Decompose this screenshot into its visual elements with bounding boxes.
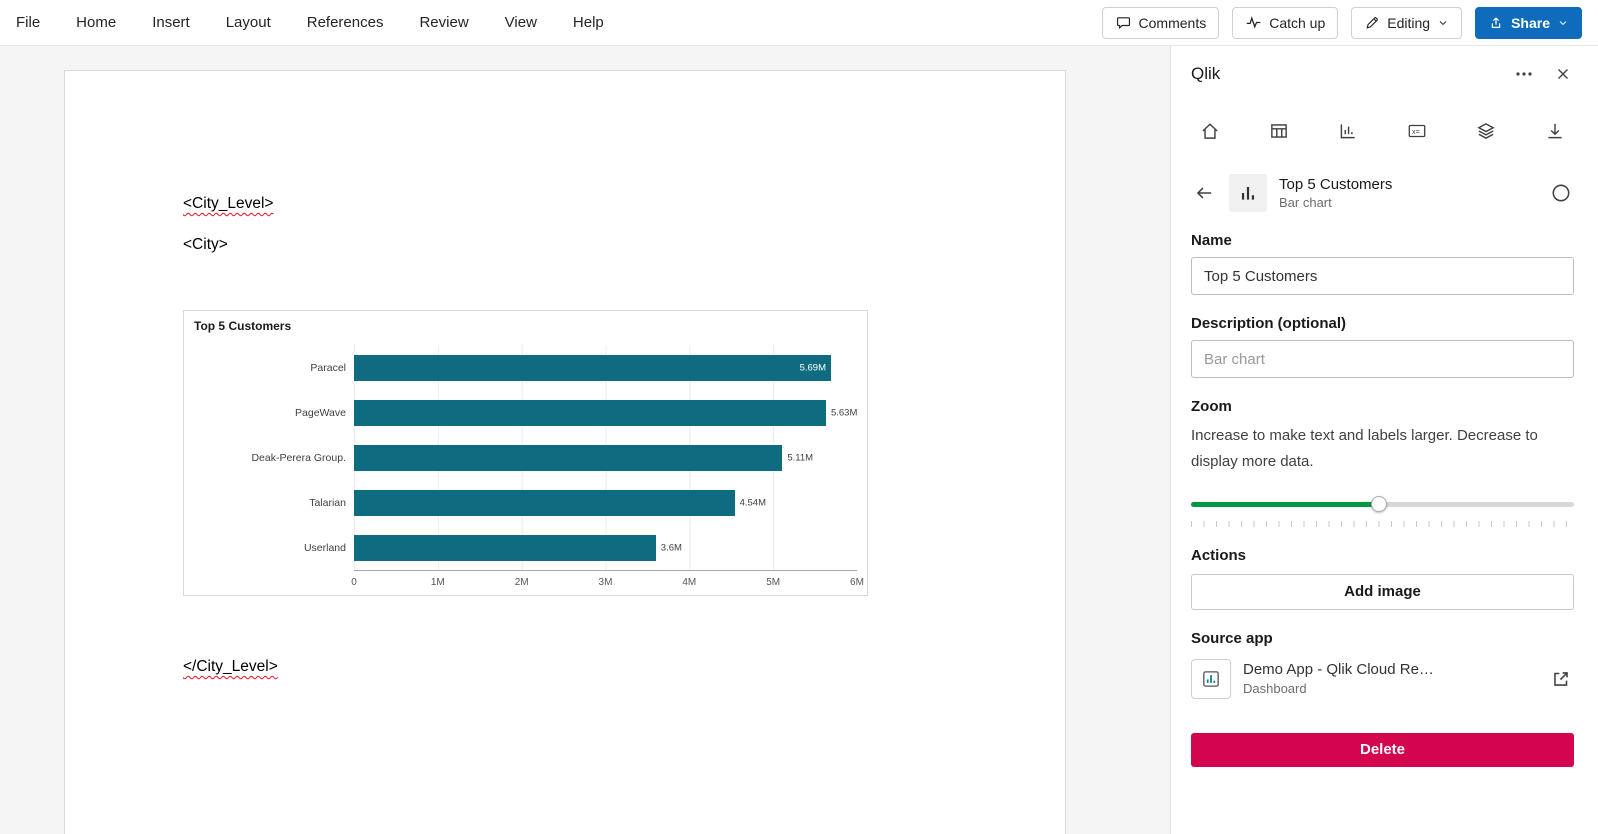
- document-canvas: <City_Level> <City> Top 5 Customers Para…: [0, 46, 1170, 834]
- chart-axis-tick: 5M: [766, 577, 781, 589]
- chart-title: Top 5 Customers: [194, 319, 292, 334]
- more-options-icon[interactable]: [1512, 62, 1536, 86]
- chart-plot: 5.69M 5.63M 5.11M 4.54M 3.6M: [354, 345, 858, 572]
- chart-bar[interactable]: [354, 399, 826, 426]
- chart-x-axis: 0 1M 2M 3M 4M 5M 6M: [351, 571, 864, 589]
- chart-categories: Paracel PageWave Deak-Perera Group. Talaria…: [194, 345, 354, 571]
- slider-ticks: [1191, 520, 1574, 527]
- chart-value-label: 5.69M: [799, 362, 826, 374]
- doc-tag-open[interactable]: <City_Level>: [183, 195, 1065, 214]
- add-image-button[interactable]: Add image: [1191, 573, 1574, 610]
- source-app-name: Demo App - Qlik Cloud Re…: [1243, 661, 1434, 678]
- expression-icon[interactable]: x=: [1404, 118, 1430, 144]
- home-icon[interactable]: [1197, 118, 1223, 144]
- chart-bar[interactable]: 5.69M: [354, 354, 831, 381]
- chart-value-label: 5.63M: [830, 407, 858, 419]
- chart-axis-tick: 6M: [850, 577, 864, 589]
- description-input[interactable]: [1191, 340, 1574, 378]
- layers-icon[interactable]: [1473, 118, 1499, 144]
- panel-toolbar: x=: [1191, 118, 1574, 144]
- zoom-label: Zoom: [1191, 398, 1232, 415]
- back-arrow-icon[interactable]: [1191, 180, 1217, 206]
- name-label: Name: [1191, 232, 1232, 249]
- share-icon: [1488, 15, 1504, 31]
- chart-value-label: 3.6M: [660, 542, 682, 554]
- menu-view[interactable]: View: [504, 14, 537, 31]
- pulse-icon: [1245, 14, 1262, 31]
- table-icon[interactable]: [1266, 118, 1292, 144]
- panel-title: Qlik: [1191, 64, 1221, 83]
- menu-home[interactable]: Home: [76, 14, 117, 31]
- delete-button[interactable]: Delete: [1191, 732, 1574, 767]
- source-app-type: Dashboard: [1243, 681, 1307, 696]
- comments-label: Comments: [1138, 14, 1207, 31]
- source-app-label: Source app: [1191, 629, 1273, 647]
- name-input[interactable]: [1191, 257, 1574, 295]
- chart-bar[interactable]: [354, 489, 735, 516]
- external-link-icon[interactable]: [1548, 666, 1574, 692]
- close-icon[interactable]: [1552, 63, 1574, 85]
- menu-references[interactable]: References: [306, 14, 384, 31]
- selected-object-title: Top 5 Customers: [1279, 176, 1393, 193]
- chevron-down-icon: [1557, 17, 1569, 29]
- bar-chart-object-icon: [1229, 174, 1267, 212]
- comments-button[interactable]: Comments: [1101, 6, 1220, 39]
- ribbon-menu: File Home Insert Layout References Revie…: [16, 14, 604, 31]
- chart-category-label: Deak-Perera Group.: [251, 451, 346, 464]
- doc-tag-close[interactable]: </City_Level>: [183, 658, 1065, 677]
- menu-review[interactable]: Review: [419, 14, 469, 31]
- embedded-chart[interactable]: Top 5 Customers Paracel PageWave Deak-Pere…: [183, 310, 868, 597]
- description-label: Description (optional): [1191, 315, 1346, 332]
- slider-thumb[interactable]: [1370, 495, 1387, 512]
- chart-value-label: 5.11M: [787, 452, 814, 464]
- zoom-slider[interactable]: [1191, 495, 1574, 512]
- chart-bar[interactable]: [354, 534, 656, 561]
- menu-help[interactable]: Help: [572, 14, 604, 31]
- selected-object-subtitle: Bar chart: [1279, 195, 1332, 210]
- document-page[interactable]: <City_Level> <City> Top 5 Customers Para…: [64, 70, 1066, 834]
- source-app-icon: [1191, 658, 1231, 699]
- chart-category-label: Talarian: [309, 496, 346, 509]
- share-label: Share: [1511, 14, 1550, 31]
- chart-category-label: Paracel: [310, 361, 346, 374]
- svg-text:x=: x=: [1412, 128, 1420, 136]
- share-button[interactable]: Share: [1475, 6, 1582, 39]
- catch-up-button[interactable]: Catch up: [1232, 6, 1339, 39]
- chart-axis-tick: 2M: [514, 577, 529, 589]
- menu-insert[interactable]: Insert: [152, 14, 190, 31]
- comment-icon: [1115, 14, 1132, 31]
- pencil-icon: [1364, 15, 1380, 31]
- chart-axis-tick: 4M: [682, 577, 697, 589]
- chart-value-label: 4.54M: [739, 497, 766, 509]
- chart-bar[interactable]: [354, 444, 783, 471]
- menu-file[interactable]: File: [16, 14, 41, 31]
- misspelled-text[interactable]: <City_Level>: [183, 195, 274, 212]
- slider-fill: [1191, 501, 1379, 507]
- actions-label: Actions: [1191, 546, 1247, 564]
- editing-mode-button[interactable]: Editing: [1351, 6, 1463, 39]
- editing-label: Editing: [1387, 14, 1431, 31]
- menu-layout[interactable]: Layout: [225, 14, 271, 31]
- download-icon[interactable]: [1542, 118, 1568, 144]
- misspelled-text[interactable]: </City_Level>: [183, 658, 278, 676]
- chart-axis-tick: 0: [351, 577, 357, 589]
- doc-tag-city[interactable]: <City>: [183, 235, 228, 253]
- catch-up-label: Catch up: [1269, 14, 1326, 31]
- qlik-addin-panel: Qlik: [1170, 46, 1598, 834]
- bar-chart-icon[interactable]: [1335, 118, 1361, 144]
- chart-axis-tick: 3M: [598, 577, 613, 589]
- chart-category-label: PageWave: [295, 406, 346, 419]
- chart-axis-tick: 1M: [430, 577, 445, 589]
- top-menubar: File Home Insert Layout References Revie…: [0, 0, 1598, 46]
- chevron-down-icon: [1437, 17, 1449, 29]
- zoom-help-text: Increase to make text and labels larger.…: [1191, 427, 1538, 471]
- chart-category-label: Userland: [303, 541, 346, 554]
- selections-circle-icon[interactable]: [1548, 180, 1574, 206]
